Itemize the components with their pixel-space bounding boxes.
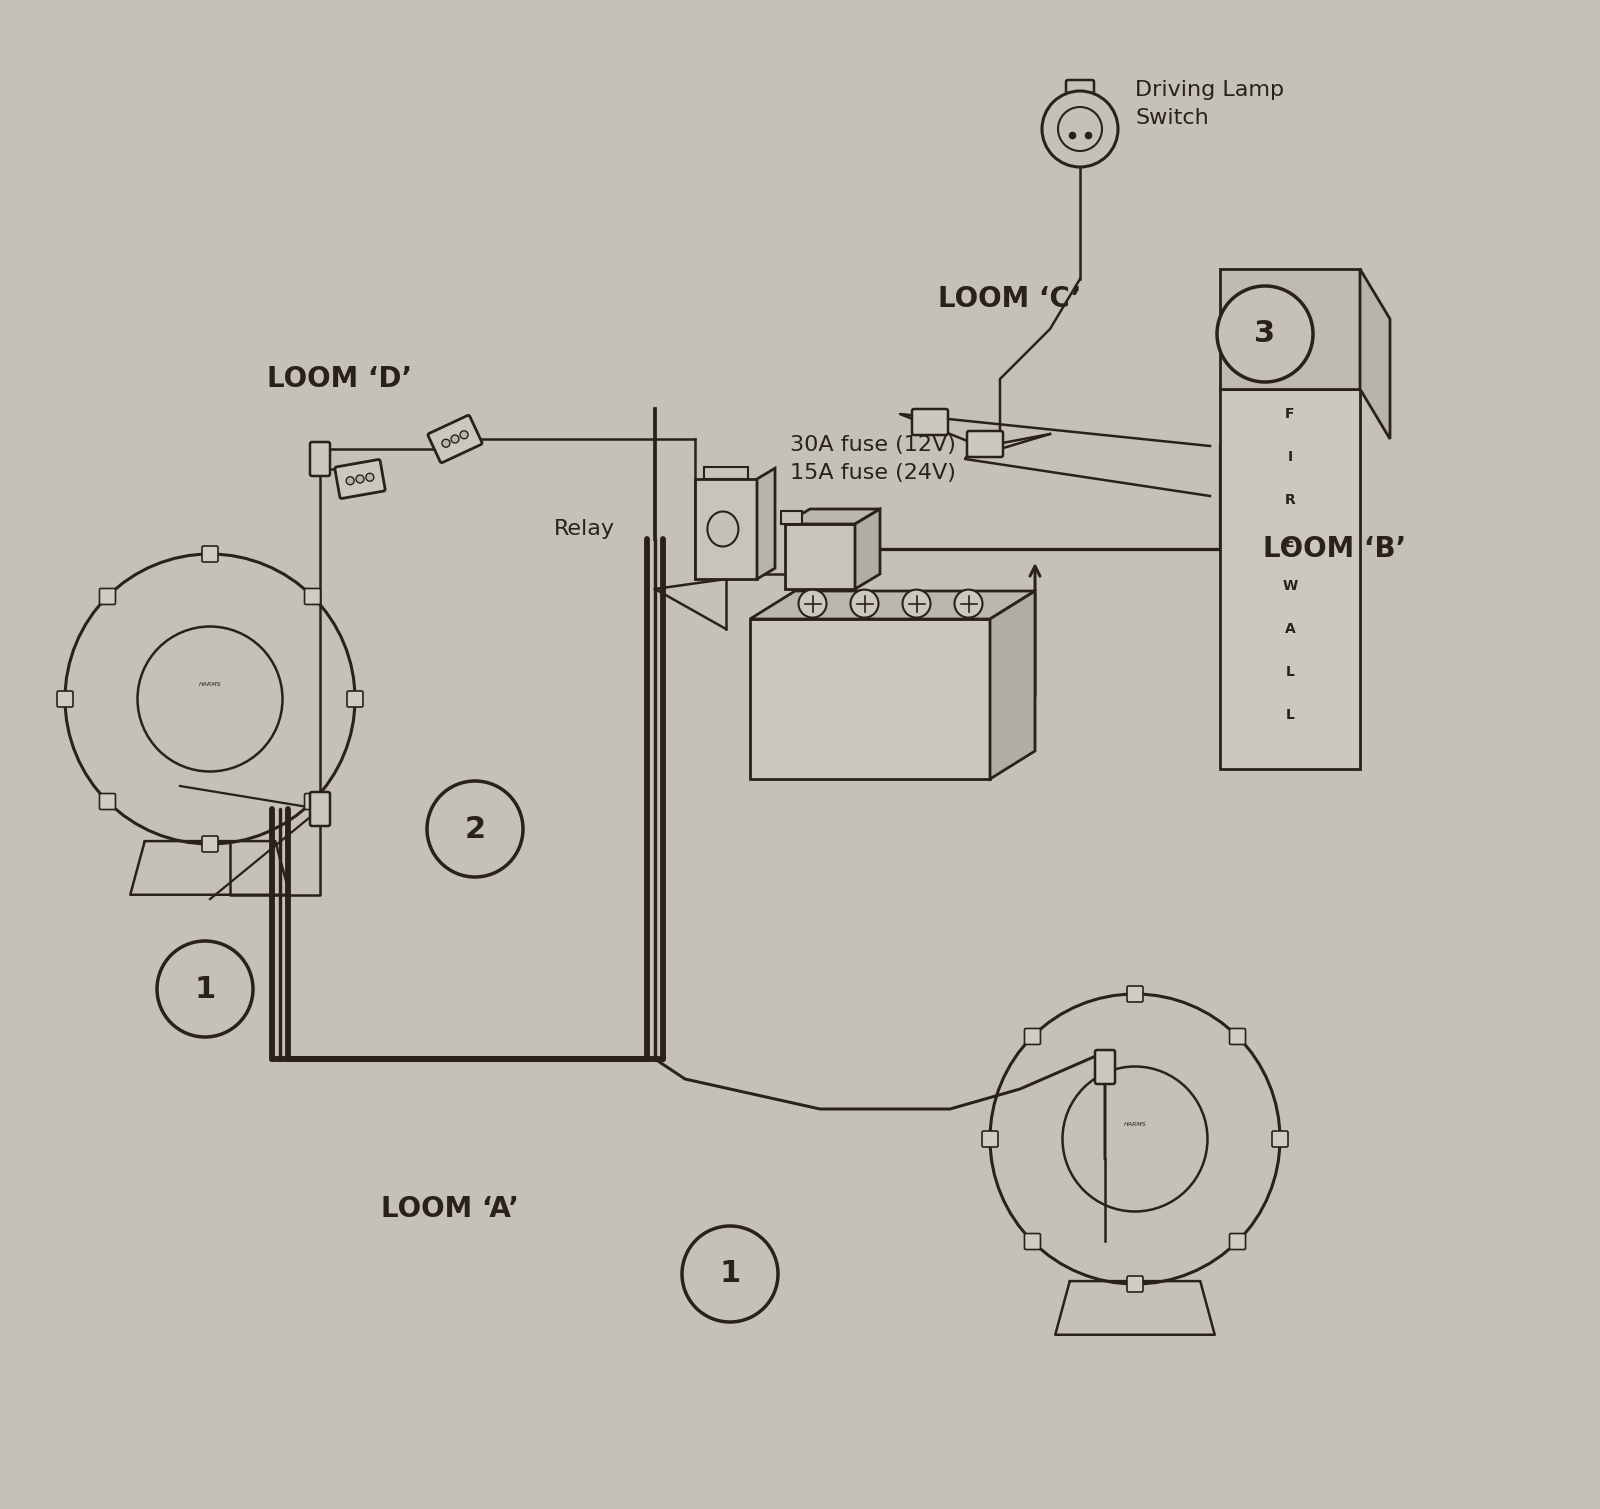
Circle shape (157, 942, 253, 1037)
Text: L: L (1285, 665, 1294, 679)
FancyBboxPatch shape (99, 589, 115, 605)
Text: LOOM ‘B’: LOOM ‘B’ (1264, 536, 1406, 563)
Circle shape (1218, 287, 1314, 382)
Circle shape (902, 590, 931, 617)
Text: W: W (1282, 579, 1298, 593)
FancyBboxPatch shape (58, 691, 74, 708)
Circle shape (451, 435, 459, 444)
FancyBboxPatch shape (982, 1132, 998, 1147)
Text: HARMS: HARMS (1123, 1123, 1146, 1127)
Polygon shape (750, 592, 1035, 619)
Text: 2: 2 (464, 815, 485, 844)
Circle shape (1058, 107, 1102, 151)
FancyBboxPatch shape (1024, 1029, 1040, 1044)
FancyBboxPatch shape (1272, 1132, 1288, 1147)
Text: E: E (1285, 536, 1294, 549)
FancyBboxPatch shape (310, 792, 330, 825)
Circle shape (955, 590, 982, 617)
Polygon shape (1221, 389, 1360, 770)
Circle shape (1278, 311, 1302, 335)
Circle shape (851, 590, 878, 617)
FancyBboxPatch shape (347, 691, 363, 708)
FancyBboxPatch shape (334, 460, 386, 498)
Ellipse shape (707, 512, 739, 546)
FancyBboxPatch shape (1024, 1233, 1040, 1249)
Polygon shape (990, 592, 1035, 779)
FancyBboxPatch shape (786, 524, 854, 589)
Text: LOOM ‘A’: LOOM ‘A’ (381, 1195, 518, 1222)
FancyBboxPatch shape (966, 432, 1003, 457)
Text: L: L (1285, 708, 1294, 721)
FancyBboxPatch shape (1229, 1233, 1245, 1249)
Text: Relay: Relay (554, 519, 614, 539)
Circle shape (355, 475, 365, 483)
FancyBboxPatch shape (304, 794, 320, 809)
Text: I: I (1288, 450, 1293, 463)
FancyBboxPatch shape (704, 466, 747, 478)
FancyBboxPatch shape (310, 442, 330, 475)
FancyBboxPatch shape (1066, 80, 1094, 97)
Text: F: F (1285, 407, 1294, 421)
Text: R: R (1285, 493, 1296, 507)
Text: A: A (1285, 622, 1296, 635)
FancyBboxPatch shape (1126, 985, 1142, 1002)
Text: LOOM ‘D’: LOOM ‘D’ (267, 365, 413, 392)
FancyBboxPatch shape (750, 619, 990, 779)
Circle shape (798, 590, 827, 617)
Text: 1: 1 (720, 1260, 741, 1289)
FancyBboxPatch shape (202, 546, 218, 561)
Text: LOOM ‘C’: LOOM ‘C’ (938, 285, 1082, 312)
FancyBboxPatch shape (304, 589, 320, 605)
FancyBboxPatch shape (912, 409, 947, 435)
Polygon shape (757, 468, 774, 579)
Polygon shape (786, 509, 880, 524)
Circle shape (366, 474, 374, 481)
FancyBboxPatch shape (427, 415, 482, 463)
Circle shape (346, 477, 354, 484)
Polygon shape (854, 509, 880, 589)
FancyBboxPatch shape (1229, 1029, 1245, 1044)
Circle shape (461, 430, 469, 439)
FancyBboxPatch shape (1094, 1050, 1115, 1083)
FancyBboxPatch shape (694, 478, 757, 579)
FancyBboxPatch shape (781, 512, 802, 524)
Polygon shape (1221, 269, 1360, 389)
Circle shape (427, 782, 523, 877)
FancyBboxPatch shape (99, 794, 115, 809)
Text: 1: 1 (194, 975, 216, 1003)
Text: HARMS: HARMS (198, 682, 221, 687)
Text: 30A fuse (12V)
15A fuse (24V): 30A fuse (12V) 15A fuse (24V) (790, 435, 955, 483)
FancyBboxPatch shape (1126, 1277, 1142, 1292)
Circle shape (442, 439, 450, 447)
Circle shape (682, 1225, 778, 1322)
Circle shape (1042, 91, 1118, 167)
Text: 3: 3 (1254, 320, 1275, 349)
FancyBboxPatch shape (202, 836, 218, 853)
Polygon shape (1360, 269, 1390, 439)
Text: Driving Lamp
Switch: Driving Lamp Switch (1134, 80, 1285, 128)
